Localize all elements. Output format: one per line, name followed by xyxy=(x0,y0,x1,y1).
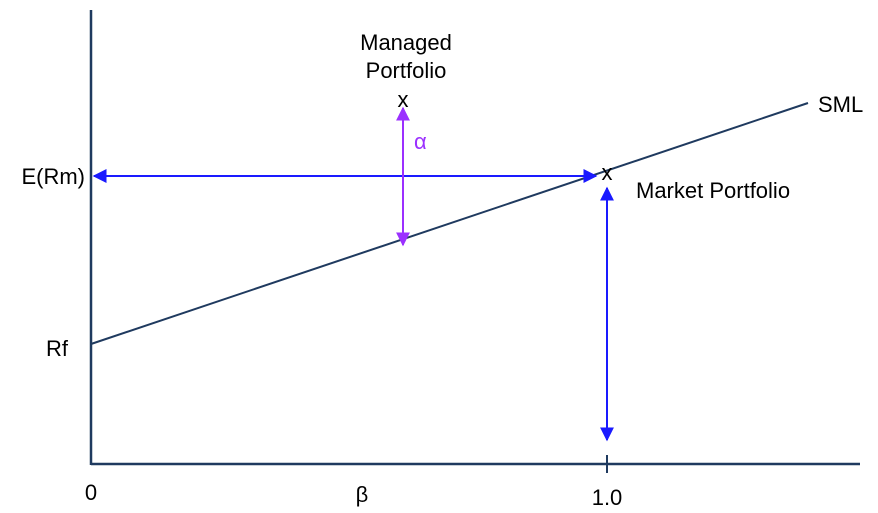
x-tick-one-label: 1.0 xyxy=(592,485,623,510)
erm-label: E(Rm) xyxy=(21,164,85,189)
market-portfolio-marker: x xyxy=(602,160,613,185)
alpha-label: α xyxy=(414,129,427,154)
managed-portfolio-label-line1: Managed xyxy=(360,30,452,55)
managed-portfolio-marker: x xyxy=(398,87,409,112)
x-origin-label: 0 xyxy=(85,480,97,505)
market-portfolio-label: Market Portfolio xyxy=(636,178,790,203)
sml-label: SML xyxy=(818,92,863,117)
rf-label: Rf xyxy=(46,336,69,361)
sml-line xyxy=(90,102,809,345)
beta-axis-label: β xyxy=(356,482,369,507)
managed-portfolio-label-line2: Portfolio xyxy=(366,58,447,83)
